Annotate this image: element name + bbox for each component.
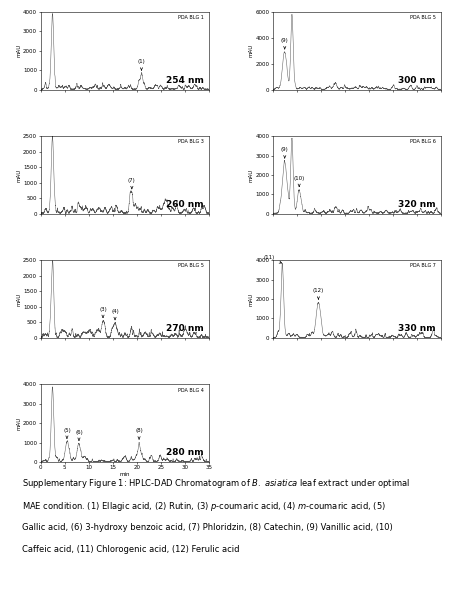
Text: PDA BLG 4: PDA BLG 4 [178, 388, 204, 392]
Text: 330 nm: 330 nm [398, 324, 436, 333]
Text: (1): (1) [138, 59, 145, 70]
Text: PDA BLG 5: PDA BLG 5 [410, 15, 436, 20]
Text: (9): (9) [281, 147, 288, 158]
Y-axis label: mAU: mAU [249, 169, 254, 182]
Text: (11): (11) [264, 256, 282, 263]
Text: 254 nm: 254 nm [166, 76, 204, 85]
Text: (6): (6) [75, 430, 83, 440]
Text: (5): (5) [63, 428, 71, 438]
Text: Supplementary Figure 1: HPLC-DAD Chromatogram of $\it{B.\ asiatica}$ leaf extrac: Supplementary Figure 1: HPLC-DAD Chromat… [22, 477, 411, 490]
Text: (3): (3) [99, 307, 107, 317]
Text: MAE condition. (1) Ellagic acid, (2) Rutin, (3) $\it{p}$-coumaric acid, (4) $\it: MAE condition. (1) Ellagic acid, (2) Rut… [22, 500, 387, 513]
Text: (10): (10) [293, 176, 305, 187]
Y-axis label: mAU: mAU [17, 44, 22, 58]
Text: PDA BLG 1: PDA BLG 1 [178, 15, 204, 20]
X-axis label: min: min [119, 472, 130, 477]
Y-axis label: mAU: mAU [249, 292, 254, 305]
Text: (4): (4) [111, 309, 119, 320]
Text: (9): (9) [281, 38, 288, 49]
Text: PDA BLG 6: PDA BLG 6 [410, 139, 436, 144]
Text: 300 nm: 300 nm [398, 76, 436, 85]
Text: PDA BLG 3: PDA BLG 3 [178, 139, 204, 144]
Y-axis label: mAU: mAU [17, 169, 22, 182]
Text: 270 nm: 270 nm [166, 324, 204, 333]
Y-axis label: mAU: mAU [249, 44, 254, 58]
Text: (12): (12) [313, 289, 324, 299]
Text: 280 nm: 280 nm [166, 448, 204, 457]
Text: (7): (7) [128, 178, 136, 189]
Y-axis label: mAU: mAU [17, 416, 22, 430]
Text: Caffeic acid, (11) Chlorogenic acid, (12) Ferulic acid: Caffeic acid, (11) Chlorogenic acid, (12… [22, 545, 240, 554]
Text: PDA BLG 7: PDA BLG 7 [410, 263, 436, 268]
Text: Gallic acid, (6) 3-hydroxy benzoic acid, (7) Phloridzin, (8) Catechin, (9) Vanil: Gallic acid, (6) 3-hydroxy benzoic acid,… [22, 523, 393, 532]
Text: (8): (8) [135, 428, 143, 439]
Text: PDA BLG 5: PDA BLG 5 [178, 263, 204, 268]
Text: 320 nm: 320 nm [398, 200, 436, 209]
Y-axis label: mAU: mAU [17, 292, 22, 305]
Text: 260 nm: 260 nm [166, 200, 204, 209]
